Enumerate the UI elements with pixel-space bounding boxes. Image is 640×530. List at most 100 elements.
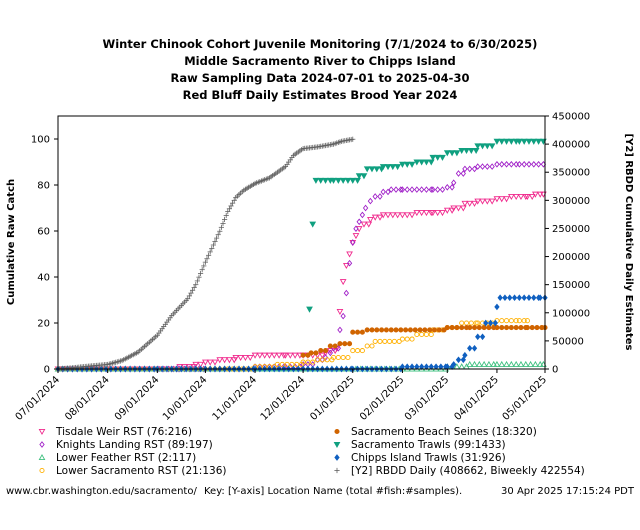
data-point: [337, 341, 343, 347]
data-point: [427, 327, 433, 333]
data-point: [412, 327, 418, 333]
data-point: [518, 325, 524, 331]
data-point: [379, 212, 387, 219]
data-point: [499, 318, 505, 324]
data-point: [319, 356, 325, 364]
data-point: [511, 294, 518, 302]
data-point: [388, 186, 394, 193]
data-point: [291, 352, 299, 359]
x-tick-label: 05/01/2025: [501, 374, 550, 423]
data-point: [435, 186, 441, 193]
data-point: [467, 344, 473, 352]
legend-label: Chipps Island Trawls (31:926): [351, 452, 506, 464]
data-point: [251, 352, 259, 359]
data-point: [459, 320, 465, 326]
data-point: [364, 343, 370, 349]
data-point: [192, 361, 200, 368]
data-point: [434, 154, 442, 161]
data-point: [504, 318, 510, 324]
data-point: [536, 360, 544, 367]
data-point: [318, 348, 324, 354]
legend: Tisdale Weir RST (76:216)Knights Landing…: [38, 426, 585, 477]
data-point: [367, 197, 374, 205]
data-point: [512, 360, 520, 367]
data-point: [455, 205, 462, 212]
data-point: [205, 252, 212, 258]
data-point: [230, 200, 236, 206]
data-point: [498, 138, 506, 145]
data-point: [430, 186, 436, 193]
data-point: [408, 161, 416, 168]
data-point: [516, 160, 523, 168]
data-point: [472, 147, 480, 155]
y2-axis: 0 50000 100000 150000 200000 250000 300000 3500…: [545, 112, 590, 376]
data-point: [535, 160, 542, 168]
data-point: [528, 193, 536, 201]
data-point: [223, 212, 229, 219]
data-point: [346, 251, 353, 258]
data-point: [197, 270, 204, 277]
data-point: [418, 159, 426, 166]
legend-marker: [333, 441, 341, 449]
data-point: [385, 188, 391, 196]
data-point: [210, 242, 216, 248]
data-point: [450, 205, 458, 212]
data-point: [503, 360, 510, 367]
data-point: [462, 351, 468, 359]
x-axis: 07/01/2024 08/01/2024 09/01/2024 10/01/2024…: [14, 369, 550, 423]
data-point: [309, 221, 317, 228]
data-point: [499, 325, 505, 331]
data-point: [216, 357, 224, 364]
data-point: [481, 325, 487, 331]
data-point: [396, 338, 402, 344]
data-point: [507, 360, 515, 367]
data-point: [191, 284, 197, 291]
data-point: [350, 136, 356, 142]
y-tick-label: 80: [37, 181, 50, 192]
data-point: [480, 360, 488, 367]
data-point: [350, 348, 356, 354]
data-point: [449, 183, 455, 191]
data-point: [439, 186, 446, 193]
footer-url[interactable]: www.cbr.washington.edu/sacramento/: [6, 486, 197, 497]
data-point: [188, 290, 194, 296]
legend-marker: [39, 441, 45, 448]
data-point: [479, 163, 486, 170]
data-point: [527, 360, 534, 367]
data-point: [369, 327, 375, 333]
data-point: [225, 208, 231, 215]
data-point: [484, 163, 490, 170]
data-point: [270, 352, 278, 359]
data-point: [355, 348, 361, 354]
data-point: [503, 160, 510, 168]
data-point: [246, 354, 254, 362]
y-tick-label: 100: [31, 135, 50, 146]
data-point: [359, 329, 365, 335]
data-point: [202, 359, 209, 366]
data-point: [423, 331, 430, 338]
data-point: [513, 325, 519, 331]
chart-title-line: Winter Chinook Cohort Juvenile Monitorin…: [103, 37, 538, 51]
data-point: [221, 357, 228, 364]
data-point: [471, 200, 478, 207]
data-point: [289, 361, 295, 367]
data-point: [512, 193, 520, 201]
data-point: [444, 325, 450, 331]
y-tick-label: 0: [44, 365, 50, 376]
data-point: [220, 220, 226, 226]
data-point: [313, 350, 319, 356]
data-point: [429, 154, 437, 161]
legend-marker: [38, 453, 46, 461]
data-point: [407, 327, 413, 333]
data-point: [419, 331, 425, 338]
data-point: [479, 333, 486, 341]
data-point: [498, 360, 506, 367]
data-point: [532, 191, 539, 198]
data-point: [476, 325, 482, 331]
data-point: [404, 186, 410, 193]
data-point: [340, 312, 346, 320]
data-point: [354, 177, 361, 184]
data-point: [399, 336, 405, 342]
series-1: [55, 160, 547, 373]
data-point: [403, 212, 411, 219]
